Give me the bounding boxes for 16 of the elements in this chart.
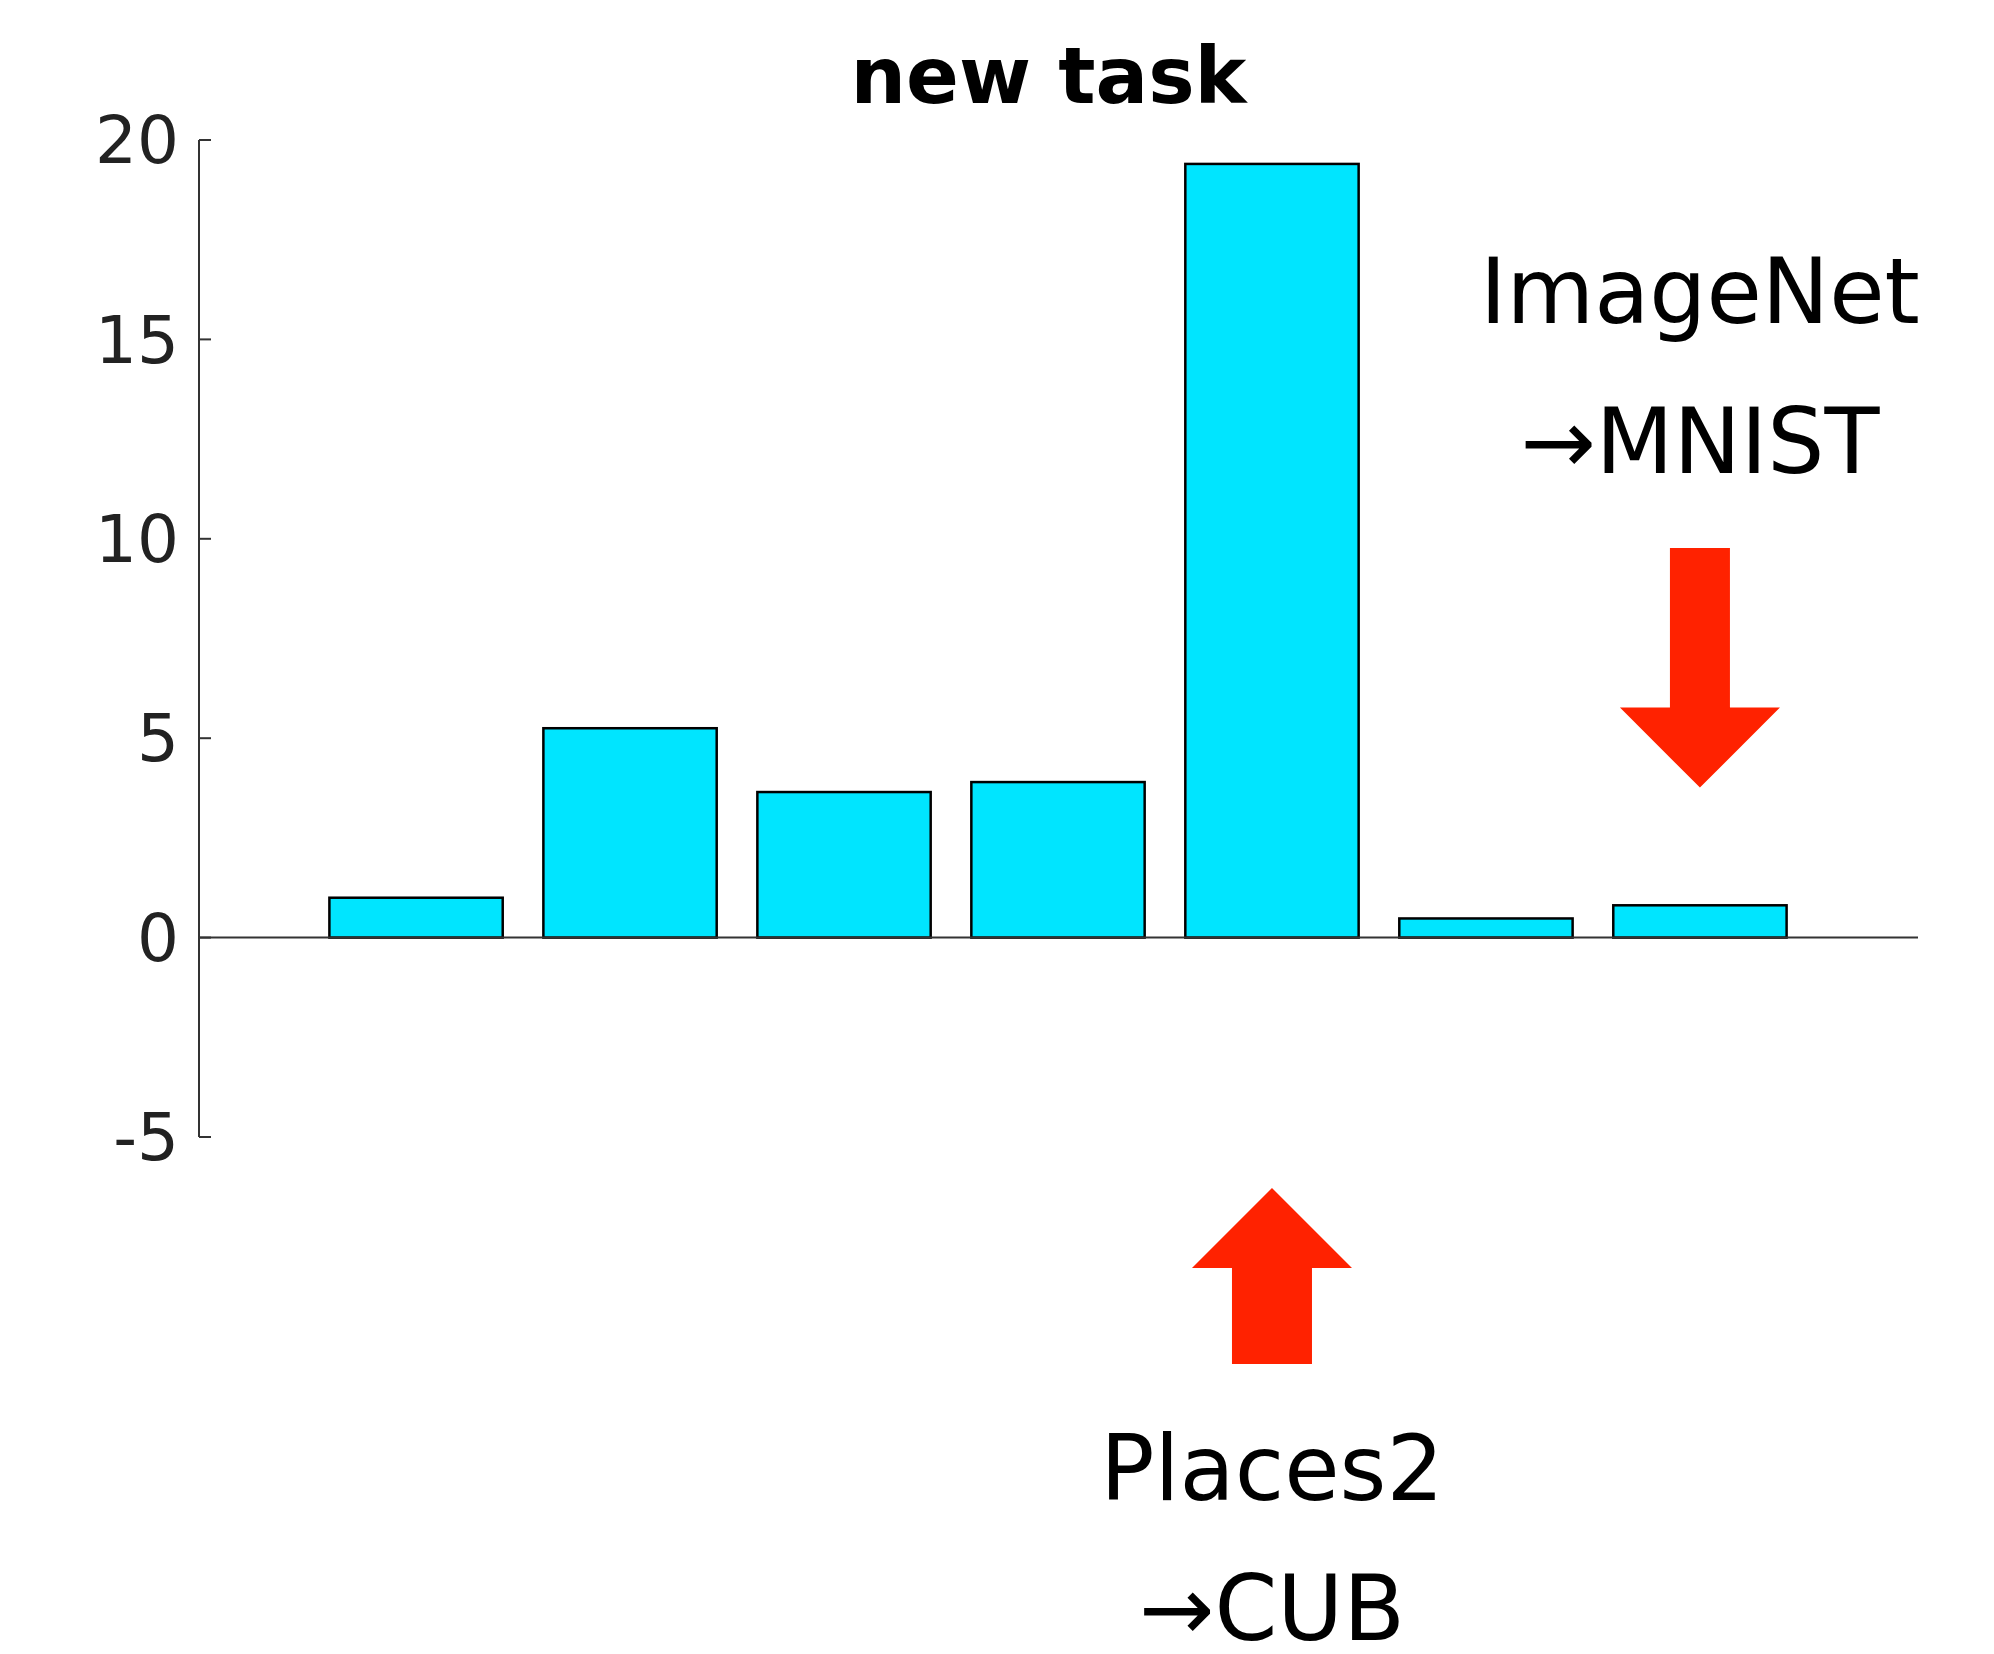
bar (542, 726, 718, 939)
bar (328, 896, 504, 939)
chart-title: new task (850, 31, 1249, 121)
text: Places2 →CUB (1100, 1416, 1444, 1654)
bar (970, 780, 1146, 939)
y-tick-label: 15 (95, 301, 179, 379)
y-tick-label: 20 (95, 102, 179, 180)
y-tick-label: -5 (113, 1099, 179, 1177)
bar (1184, 162, 1360, 939)
y-tick-label: 0 (137, 899, 179, 977)
bar (756, 790, 932, 939)
y-tick-label: 10 (95, 500, 179, 578)
annotation: ImageNet →MNIST (1480, 239, 1920, 494)
bar (1398, 917, 1574, 939)
bar (1612, 904, 1788, 939)
y-tick-label: 5 (137, 700, 179, 778)
